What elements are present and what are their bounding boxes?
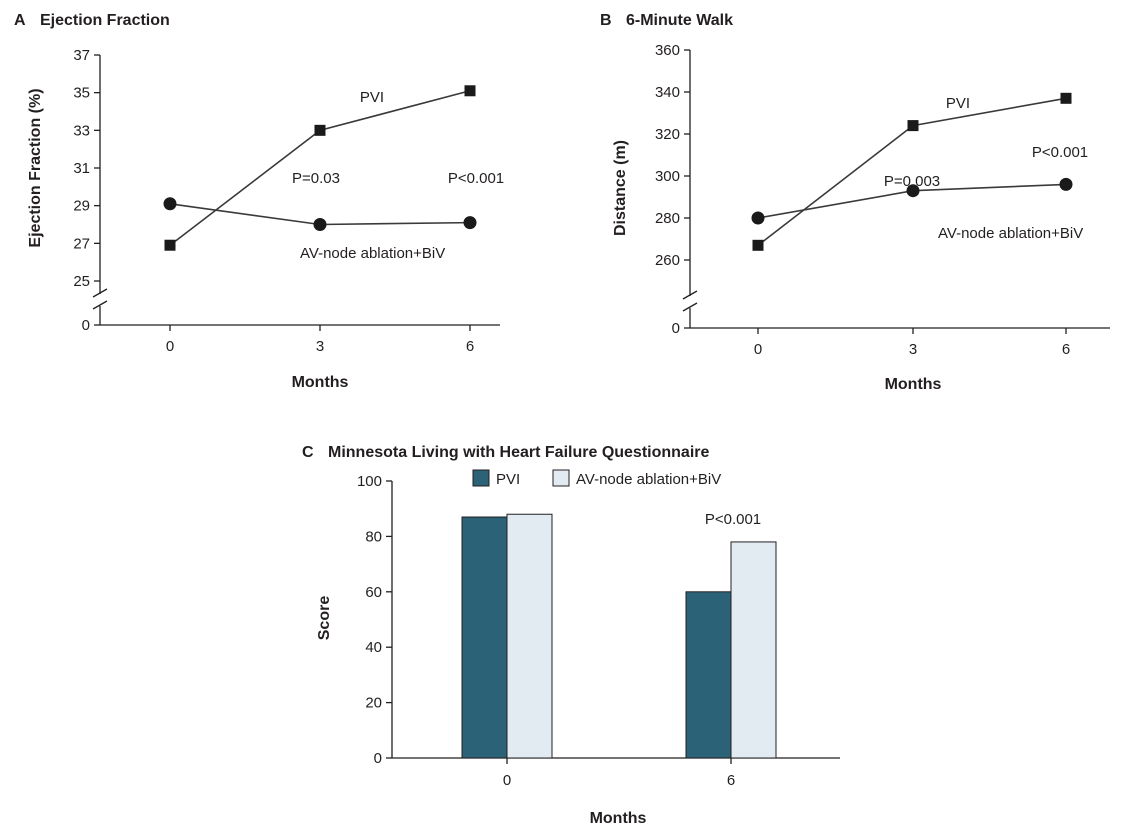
y-tick-label: 27 [73,235,90,252]
x-axis-title: Months [292,374,349,391]
y-tick-label: 20 [365,695,382,712]
x-tick-label: 0 [503,772,511,789]
x-tick-label: 0 [166,338,174,355]
data-point [1060,92,1072,104]
data-point [752,239,764,251]
bar [685,591,732,759]
y-tick-label: 360 [655,42,680,59]
y-tick-label: 35 [73,85,90,102]
y-tick-label: 29 [73,198,90,215]
panel-letter: A [14,12,26,29]
y-tick-label: 31 [73,160,90,177]
series-label: PVI [946,95,970,112]
data-point [464,85,476,97]
axis-break-mark [92,300,108,310]
y-tick-label: 0 [82,317,90,334]
p-value-annotation: P<0.001 [448,170,504,187]
x-tick-label: 3 [909,341,917,358]
y-tick-label: 40 [365,639,382,656]
bar [461,516,508,759]
y-tick-label: 60 [365,584,382,601]
x-tick-label: 3 [316,338,324,355]
x-axis-title: Months [590,810,647,827]
p-value-annotation: P=0.03 [292,170,340,187]
y-tick-label: 37 [73,47,90,64]
legend: PVI AV-node ablation+BiV [472,469,721,488]
panel-title: Minnesota Living with Heart Failure Ques… [328,444,709,461]
legend-label: AV-node ablation+BiV [576,471,721,488]
y-tick-label: 260 [655,252,680,269]
data-point [314,124,326,136]
y-tick-label: 80 [365,528,382,545]
axis-break-mark [92,288,108,298]
panel-letter: C [302,444,314,461]
axis-break-mark [682,290,698,300]
legend-swatch [472,469,490,487]
y-tick-label: 0 [672,320,680,337]
p-value-annotation: P<0.001 [1032,144,1088,161]
legend-swatch [552,469,570,487]
data-point [163,197,177,211]
p-value-annotation: P<0.001 [705,511,761,528]
legend-label: PVI [496,471,520,488]
panel-c: C Minnesota Living with Heart Failure Que… [302,444,840,827]
y-tick-label: 340 [655,84,680,101]
x-tick-label: 6 [727,772,735,789]
data-point [751,211,765,225]
x-axis-title: Months [885,376,942,393]
y-axis-title: Score [316,596,333,641]
x-tick-label: 0 [754,341,762,358]
bar [506,513,553,759]
y-tick-label: 33 [73,122,90,139]
y-tick-label: 320 [655,126,680,143]
data-point [906,184,920,198]
axis-break-mark [682,302,698,312]
bar [730,541,777,759]
p-value-annotation: P=0.003 [884,173,940,190]
y-axis-title: Distance (m) [612,140,629,236]
panel-title: Ejection Fraction [40,12,170,29]
panel-letter: B [600,12,612,29]
series-label: PVI [360,89,384,106]
panel-a: A Ejection Fraction 25 27 29 31 33 35 37 0 0 3 6 Mont… [14,12,504,391]
data-point [164,239,176,251]
panel-title: 6-Minute Walk [626,12,733,29]
y-tick-label: 280 [655,210,680,227]
data-point [1059,177,1073,191]
series-label: AV-node ablation+BiV [300,245,445,262]
x-tick-label: 6 [1062,341,1070,358]
series-label: AV-node ablation+BiV [938,225,1083,242]
data-point [313,218,327,231]
y-tick-label: 300 [655,168,680,185]
panel-b: B 6-Minute Walk 260 280 300 320 340 360 0 0 3 6 Mont… [600,12,1110,393]
data-point [907,120,919,132]
x-tick-label: 6 [466,338,474,355]
y-tick-label: 100 [357,473,382,490]
y-tick-label: 25 [73,273,90,290]
y-tick-label: 0 [374,750,382,767]
data-point [463,216,477,230]
y-axis-title: Ejection Fraction (%) [27,88,44,247]
